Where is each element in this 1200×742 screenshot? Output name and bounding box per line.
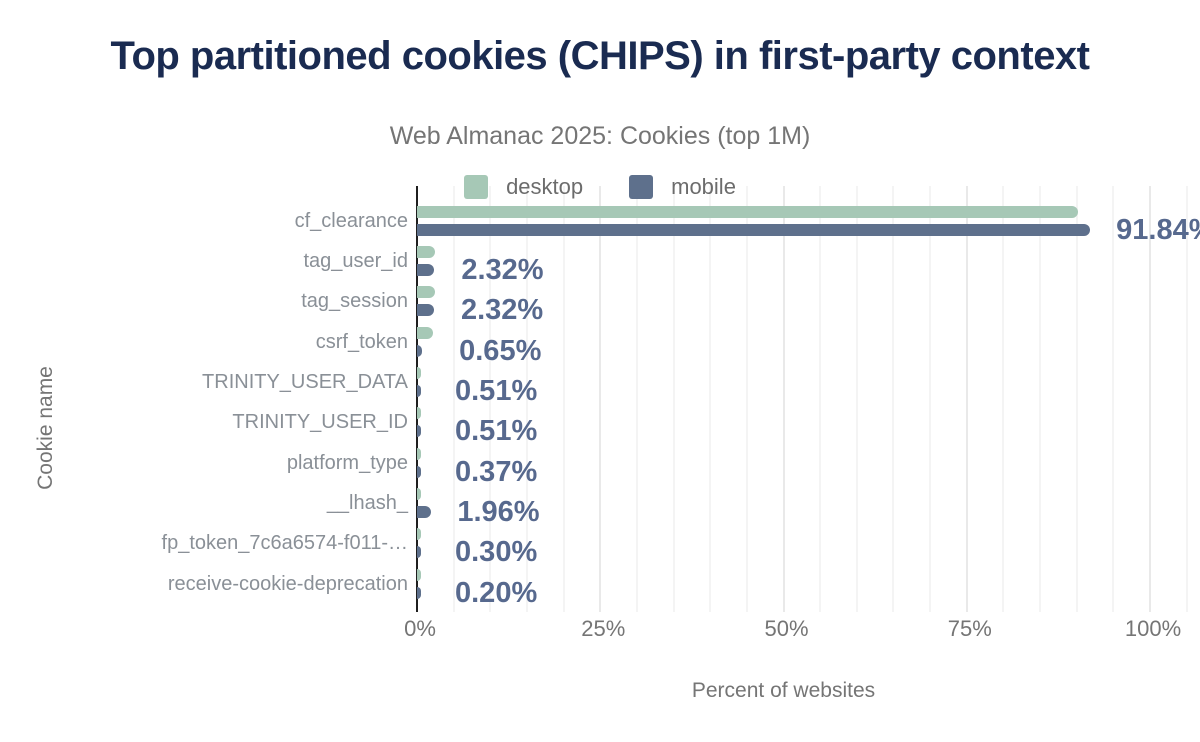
x-tick-label: 25% [581,616,626,641]
gridline-minor [1185,186,1188,612]
category-label: tag_user_id [303,249,408,272]
bar-desktop [417,568,421,581]
gridline-minor [819,186,822,612]
bar-mobile [417,304,434,317]
bar-desktop [417,407,421,420]
x-tick-label: 75% [947,616,992,641]
legend-item-desktop: desktop [464,174,583,200]
gridline-minor [855,186,858,612]
gridline-minor [929,186,932,612]
category-label: fp_token_7c6a6574-f011-… [161,532,408,555]
value-label: 0.30% [455,536,538,569]
bar-mobile [417,505,432,518]
chart-subtitle: Web Almanac 2025: Cookies (top 1M) [389,122,811,150]
gridline-minor [635,186,638,612]
gridline-major [965,186,968,612]
bar-mobile [417,344,422,357]
bar-mobile [417,384,421,397]
bar-mobile [417,223,1091,236]
category-label: platform_type [286,451,408,474]
gridline-minor [709,186,712,612]
x-tick-label: 50% [764,616,809,641]
category-label: tag_session [301,290,408,313]
category-label: TRINITY_USER_DATA [202,370,408,393]
category-label: csrf_token [315,330,408,353]
y-axis-title: Cookie name [34,366,57,490]
value-label: 1.96% [457,495,540,528]
value-label: 0.51% [455,415,538,448]
bar-mobile [417,586,421,599]
gridline-minor [1112,186,1115,612]
bar-desktop [417,286,435,299]
gridline-major [782,186,785,612]
bar-desktop [417,447,421,460]
legend-label-mobile: mobile [671,174,736,199]
bar-mobile [417,465,421,478]
legend-swatch-desktop-icon [464,175,489,199]
category-label: receive-cookie-deprecation [167,572,408,595]
bar-mobile [417,263,434,276]
gridline-minor [745,186,748,612]
value-label: 0.37% [455,455,538,488]
legend-swatch-mobile-icon [629,175,654,199]
bar-desktop [417,205,1079,218]
value-label: 0.20% [455,576,538,609]
gridline-minor [525,186,528,612]
category-label: cf_clearance [294,209,408,232]
bar-mobile [417,425,421,438]
gridline-minor [489,186,492,612]
bar-desktop [417,366,422,379]
value-label: 91.84% [1116,213,1200,246]
gridline-minor [1075,186,1078,612]
gridline-minor [892,186,895,612]
gridline-major [599,186,602,612]
bar-desktop [417,245,436,258]
chart-title: Top partitioned cookies (CHIPS) in first… [110,34,1090,78]
gridline-minor [1002,186,1005,612]
value-label: 2.32% [460,294,544,327]
x-tick-label: 0% [404,616,436,641]
gridline-minor [672,186,675,612]
gridline-major [1149,186,1151,612]
category-label: __lhash_ [326,491,408,514]
x-axis-title: Percent of websites [691,679,876,702]
legend-item-mobile: mobile [629,174,736,200]
bar-desktop [417,326,434,339]
gridline-minor [1039,186,1042,612]
y-axis-line [416,186,418,612]
gridline-minor [452,186,455,612]
legend: desktop mobile [0,172,1200,202]
value-label: 0.65% [459,334,542,367]
value-label: 0.51% [455,374,538,407]
gridline-minor [562,186,565,612]
bar-desktop [417,487,421,500]
category-label: TRINITY_USER_ID [232,411,408,434]
x-tick-label: 100% [1124,616,1182,641]
value-label: 2.32% [461,253,544,286]
legend-label-desktop: desktop [506,174,584,199]
bar-mobile [417,546,421,559]
bar-desktop [417,528,421,541]
